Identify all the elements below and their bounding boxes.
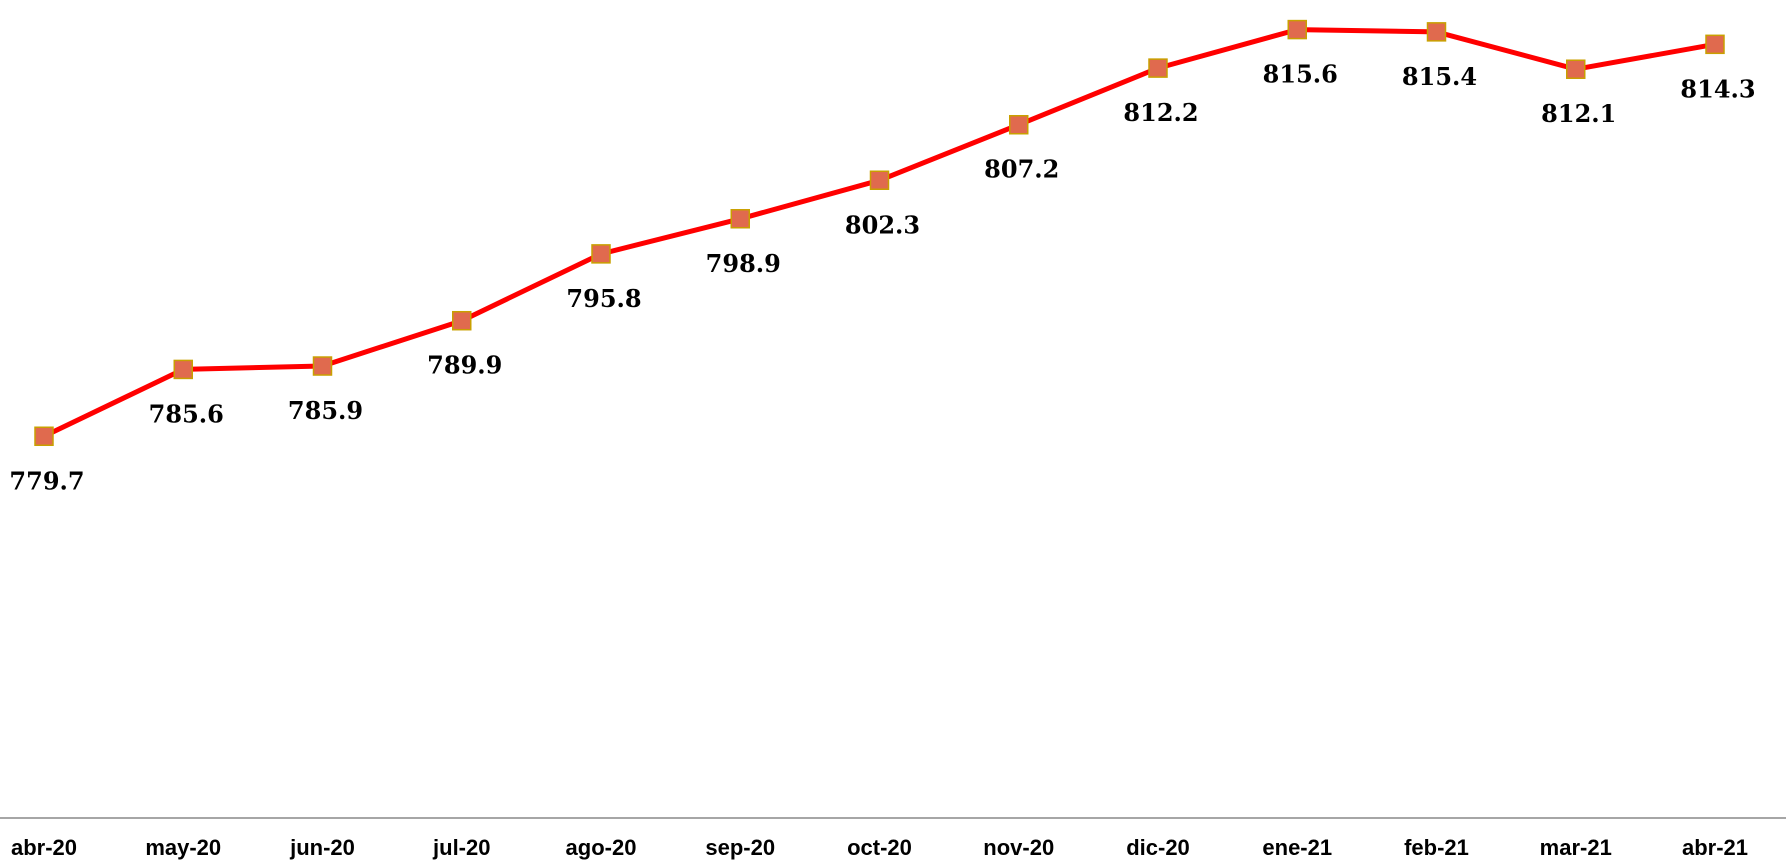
data-point-marker: [1287, 19, 1307, 40]
data-label: 785.6: [149, 399, 224, 428]
x-tick-label: may-20: [145, 835, 221, 860]
data-label: 812.1: [1541, 99, 1616, 128]
data-label: 815.4: [1402, 62, 1477, 91]
x-tick-label: sep-20: [705, 835, 775, 860]
data-point-marker: [1148, 58, 1168, 78]
data-label: 814.3: [1680, 74, 1755, 103]
x-tick-label: ene-21: [1262, 835, 1332, 860]
x-tick-label: nov-20: [983, 835, 1054, 860]
x-tick-label: abr-21: [1682, 835, 1748, 860]
data-label: 802.3: [845, 210, 920, 239]
data-point-marker: [730, 209, 750, 229]
data-label: 789.9: [427, 351, 502, 380]
data-label: 812.2: [1123, 98, 1198, 127]
data-point-marker: [34, 426, 54, 447]
data-point-marker: [452, 310, 472, 331]
data-label: 785.9: [288, 396, 363, 425]
data-labels: 779.7 785.6 785.9 789.9 795.8 798.9 802.3 807.2…: [9, 60, 1755, 496]
x-tick-label: jun-20: [289, 835, 355, 860]
data-point-marker: [1705, 34, 1725, 55]
data-point-marker: [591, 244, 611, 264]
data-point-marker: [1426, 22, 1447, 42]
x-tick-label: dic-20: [1126, 835, 1190, 860]
x-tick-label: mar-21: [1540, 835, 1612, 860]
data-point-marker: [173, 359, 193, 380]
x-axis-tick-labels: abr-20 may-20 jun-20 jul-20 ago-20 sep-20 oct-…: [11, 835, 1748, 860]
x-tick-label: ago-20: [566, 835, 637, 860]
data-point-marker: [1009, 114, 1029, 135]
data-point-marker: [869, 170, 890, 191]
x-tick-label: abr-20: [11, 835, 77, 860]
data-point-marker: [312, 356, 333, 376]
x-tick-label: oct-20: [847, 835, 912, 860]
data-label: 795.8: [566, 284, 641, 313]
data-label: 779.7: [9, 466, 84, 495]
data-label: 807.2: [984, 155, 1059, 184]
x-tick-label: jul-20: [432, 835, 490, 860]
series-markers: [34, 19, 1725, 447]
data-point-marker: [1566, 59, 1586, 79]
data-label: 798.9: [706, 249, 781, 278]
data-label: 815.6: [1263, 60, 1338, 89]
x-tick-label: feb-21: [1404, 835, 1469, 860]
